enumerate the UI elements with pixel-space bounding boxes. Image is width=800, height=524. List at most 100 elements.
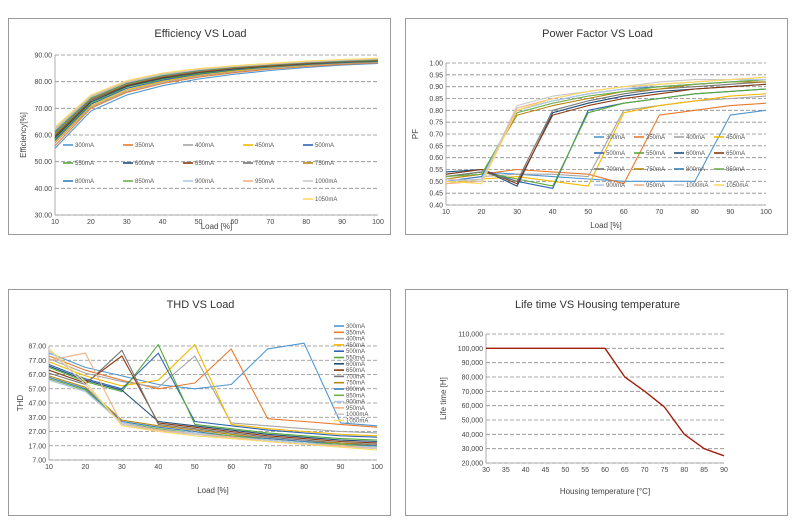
series-line-700mA [445,81,767,182]
series-line-1050mA [48,348,378,451]
x-tick-label: 80 [691,209,699,216]
x-tick-label: 60 [601,467,609,474]
series-line-350mA [48,348,378,428]
series-line-300mA [54,62,379,149]
y-tick-label: 1.00 [429,61,443,68]
x-tick-label: 55 [581,467,589,474]
legend-label: 650mA [195,161,214,167]
series-line-300mA [445,109,767,182]
y-tick-label: 0.40 [429,203,443,210]
legend-label: 500mA [315,143,334,149]
legend-label: 500mA [606,151,625,157]
y-axis-title: Efficiency[%] [19,112,28,158]
y-tick-label: 100,000 [458,346,483,353]
y-tick-label: 0.95 [429,72,443,79]
legend-label: 800mA [75,179,94,185]
y-tick-label: 0.55 [429,167,443,174]
x-tick-label: 85 [700,467,708,474]
series-line-350mA [445,102,767,185]
legend-label: 850mA [346,393,365,399]
y-tick-label: 70,000 [462,389,484,396]
chart-title: THD VS Load [167,299,235,311]
series-line-950mA [48,352,378,450]
x-tick-label: 50 [584,209,592,216]
y-tick-label: 0.80 [429,108,443,115]
y-axis-title: PF [411,129,420,139]
x-tick-label: 40 [159,219,167,226]
legend-label: 450mA [255,143,274,149]
x-tick-label: 30 [513,209,521,216]
x-tick-label: 100 [371,464,383,471]
x-tick-label: 30 [118,464,126,471]
legend-label: 800mA [346,387,365,393]
x-tick-label: 60 [231,219,239,226]
legend-label: 300mA [75,143,94,149]
series-line-550mA [48,344,378,441]
x-tick-label: 100 [372,219,384,226]
y-tick-label: 40,000 [462,432,484,439]
legend-label: 550mA [346,356,365,362]
y-tick-label: 37.00 [28,415,46,422]
legend-label: 600mA [135,161,154,167]
series-line-lifetime [486,347,725,457]
series-line-550mA [445,88,767,187]
series-line-600mA [48,365,378,443]
chart-title: Life time VS Housing temperature [515,299,680,311]
y-axis-title: Life time [H] [439,377,448,420]
x-axis-title: Load [%] [201,222,233,231]
legend-label: 950mA [646,183,665,189]
thd-chart-panel: THD VS Load 7.00 17.00 27.00 37.00 47.00 57.00… [8,289,391,516]
legend-label: 500mA [346,349,365,355]
legend-label: 950mA [346,406,365,412]
y-tick-label: 27.00 [28,429,46,436]
series-line-1000mA [445,76,767,182]
x-tick-label: 50 [195,219,203,226]
series-line-300mA [48,342,378,427]
legend-label: 1000mA [315,179,337,185]
legend-label: 650mA [346,368,365,374]
legend-label: 550mA [646,151,665,157]
x-tick-label: 60 [227,464,235,471]
legend-label: 750mA [346,381,365,387]
legend-label: 1000mA [346,412,368,418]
x-tick-label: 70 [264,464,272,471]
y-tick-label: 0.75 [429,120,443,127]
x-tick-label: 30 [482,467,490,474]
legend-label: 300mA [346,324,365,330]
legend-label: 300mA [606,135,625,141]
x-tick-label: 10 [442,209,450,216]
y-tick-label: 50,000 [462,418,484,425]
x-tick-label: 70 [641,467,649,474]
x-tick-label: 50 [191,464,199,471]
legend-label: 900mA [346,400,365,406]
y-tick-label: 90,000 [462,360,484,367]
legend-label: 350mA [135,143,154,149]
chart-title: Efficiency VS Load [154,28,246,40]
x-tick-label: 40 [154,464,162,471]
series-line-450mA [48,344,378,437]
x-tick-label: 80 [300,464,308,471]
x-tick-label: 90 [338,219,346,226]
thd-svg: THD VS Load 7.00 17.00 27.00 37.00 47.00 57.00… [16,299,383,495]
legend-label: 850mA [135,179,154,185]
y-tick-label: 0.90 [429,84,443,91]
x-tick-label: 100 [760,209,772,216]
legend-label: 850mA [726,167,745,173]
series-line-900mA [48,379,378,448]
x-tick-label: 60 [620,209,628,216]
legend-label: 450mA [726,135,745,141]
x-tick-label: 40 [549,209,557,216]
y-tick-label: 0.65 [429,143,443,150]
y-tick-label: 20,000 [462,461,484,468]
y-tick-label: 57.00 [28,386,46,393]
y-tick-label: 47.00 [28,401,46,408]
series-line-700mA [48,349,378,445]
x-tick-label: 90 [720,467,728,474]
series-line-500mA [48,352,378,438]
y-tick-label: 70.00 [34,106,52,113]
x-tick-label: 90 [727,209,735,216]
efficiency-svg: Efficiency VS Load 30.00 40.00 50.00 60.00 70… [19,28,384,231]
y-tick-label: 60.00 [34,133,52,140]
legend-label: 350mA [346,330,365,336]
legend-label: 550mA [75,161,94,167]
